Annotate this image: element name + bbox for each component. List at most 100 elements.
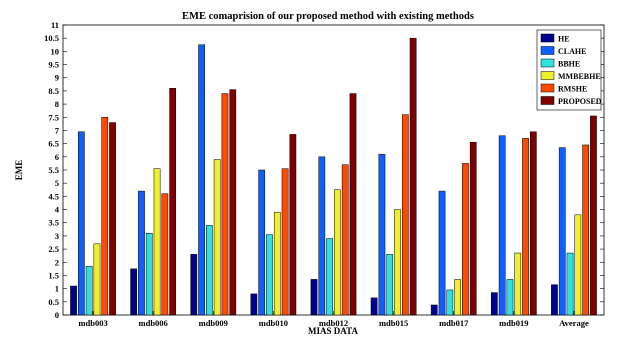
legend-label-proposed: PROPOSED — [558, 97, 602, 106]
bar-he-average — [551, 284, 558, 316]
legend-swatch-he — [540, 33, 555, 43]
x-tick-label: mdb006 — [139, 318, 168, 328]
y-tick-label: 2 — [55, 257, 59, 267]
bar-rmshe-mdb017 — [462, 163, 469, 316]
legend-swatch-rmshe — [540, 83, 555, 93]
bar-proposed-mdb017 — [469, 142, 477, 316]
y-tick-label: 7 — [55, 125, 60, 135]
bar-he-mdb003 — [70, 285, 77, 316]
bar-proposed-mdb009 — [229, 89, 237, 316]
y-tick-label: 10 — [51, 46, 60, 56]
bar-bbhe-mdb019 — [506, 279, 514, 316]
legend-swatch-proposed — [540, 96, 555, 105]
bar-rmshe-mdb012 — [341, 164, 349, 316]
bar-clahe-mdb019 — [498, 135, 506, 316]
bar-bbhe-mdb017 — [446, 289, 454, 316]
x-tick-label: mdb017 — [439, 318, 469, 328]
bar-proposed-mdb006 — [169, 88, 177, 316]
x-tick-label: mdb015 — [379, 318, 408, 328]
bar-mmbebhe-mdb010 — [273, 211, 281, 316]
bar-proposed-mdb019 — [529, 131, 537, 316]
y-tick-label: 2.5 — [48, 244, 59, 254]
bar-clahe-mdb010 — [258, 169, 266, 316]
y-axis-ticks: 0 0.5 1 1.5 2 2.5 3 3.5 4 4.5 5 5.5 6 6.5 7 7.5 8 8.5 9 9.5… — [44, 20, 604, 320]
bar-clahe-mdb003 — [78, 131, 85, 316]
x-axis-label: MIAS DATA — [308, 326, 358, 336]
bar-mmbebhe-mdb019 — [514, 252, 522, 316]
bar-mmbebhe-mdb003 — [93, 243, 101, 316]
bar-mmbebhe-mdb017 — [454, 279, 461, 316]
bar-clahe-mdb012 — [318, 156, 326, 316]
y-tick-label: 4.5 — [48, 191, 59, 201]
y-tick-label: 1.5 — [48, 270, 59, 280]
bar-rmshe-mdb010 — [281, 168, 289, 316]
bar-clahe-mdb017 — [438, 190, 446, 316]
bar-rmshe-mdb009 — [221, 93, 229, 316]
y-tick-label: 1 — [55, 284, 59, 294]
y-tick-label: 5 — [55, 178, 59, 188]
y-tick-label: 8 — [55, 99, 59, 109]
legend-label-he: HE — [558, 35, 570, 44]
x-tick-label: mdb003 — [78, 318, 107, 328]
x-tick-label: mdb012 — [319, 318, 348, 328]
legend: HE CLAHE BBHE MMBEBHE RMSHE PROPOSED — [536, 29, 602, 111]
y-tick-label: 4 — [55, 205, 60, 215]
bar-mmbebhe-mdb006 — [153, 168, 161, 316]
bar-mmbebhe-mdb015 — [394, 209, 401, 316]
x-tick-label: mdb010 — [259, 318, 288, 328]
bar-bbhe-mdb003 — [85, 265, 93, 316]
y-tick-label: 5.5 — [48, 165, 59, 175]
bar-rmshe-mdb015 — [401, 114, 409, 316]
bar-he-mdb017 — [430, 304, 438, 316]
x-tick-label: Average — [559, 318, 589, 328]
y-tick-label: 11 — [51, 20, 59, 30]
bar-clahe-mdb015 — [378, 153, 386, 316]
bar-bbhe-mdb015 — [386, 254, 394, 316]
y-tick-label: 3.5 — [48, 218, 59, 228]
bars-group — [70, 37, 597, 316]
legend-swatch-clahe — [540, 46, 555, 55]
y-tick-label: 0 — [55, 310, 59, 320]
bar-clahe-average — [558, 147, 566, 316]
plot-frame — [62, 24, 605, 316]
bar-he-mdb006 — [130, 268, 138, 316]
bar-bbhe-mdb012 — [326, 238, 333, 316]
bar-bbhe-mdb009 — [206, 225, 213, 316]
legend-swatch-mmbebhe — [540, 71, 555, 80]
bar-bbhe-mdb010 — [266, 234, 273, 316]
x-tick-label: mdb009 — [199, 318, 228, 328]
legend-label-rmshe: RMSHE — [558, 85, 587, 94]
bar-proposed-average — [590, 115, 597, 316]
chart-title: EME comaprision of our proposed method w… — [182, 11, 474, 22]
legend-label-clahe: CLAHE — [558, 47, 586, 56]
y-tick-label: 7.5 — [48, 112, 59, 122]
x-tick-label: mdb019 — [499, 318, 528, 328]
y-tick-label: 10.5 — [44, 33, 59, 43]
bar-proposed-mdb010 — [289, 134, 297, 316]
legend-swatch-bbhe — [540, 58, 555, 68]
bar-rmshe-mdb006 — [161, 193, 169, 316]
bar-proposed-mdb015 — [409, 37, 417, 316]
legend-label-bbhe: BBHE — [558, 60, 580, 69]
bar-rmshe-mdb003 — [101, 117, 109, 316]
bar-he-mdb015 — [370, 297, 378, 316]
bar-rmshe-mdb019 — [522, 138, 529, 316]
bar-clahe-mdb006 — [138, 190, 145, 316]
y-tick-label: 9.5 — [48, 60, 59, 70]
bar-he-mdb009 — [190, 254, 198, 316]
x-axis-ticks: mdb003 mdb006 mdb009 mdb010 mdb012 mdb015 mdb0… — [78, 311, 589, 328]
bar-mmbebhe-mdb009 — [213, 159, 221, 316]
bar-mmbebhe-average — [574, 214, 582, 316]
legend-label-mmbebhe: MMBEBHE — [558, 72, 601, 81]
bar-bbhe-average — [566, 252, 574, 316]
y-tick-label: 0.5 — [48, 297, 59, 307]
y-tick-label: 8.5 — [48, 86, 59, 96]
y-axis-label: EME — [14, 160, 24, 181]
y-tick-label: 6.5 — [48, 139, 59, 149]
bar-he-mdb010 — [250, 293, 258, 316]
bar-proposed-mdb003 — [109, 122, 116, 316]
bar-clahe-mdb009 — [198, 44, 205, 316]
bar-proposed-mdb012 — [349, 93, 357, 316]
bar-bbhe-mdb006 — [145, 233, 153, 316]
